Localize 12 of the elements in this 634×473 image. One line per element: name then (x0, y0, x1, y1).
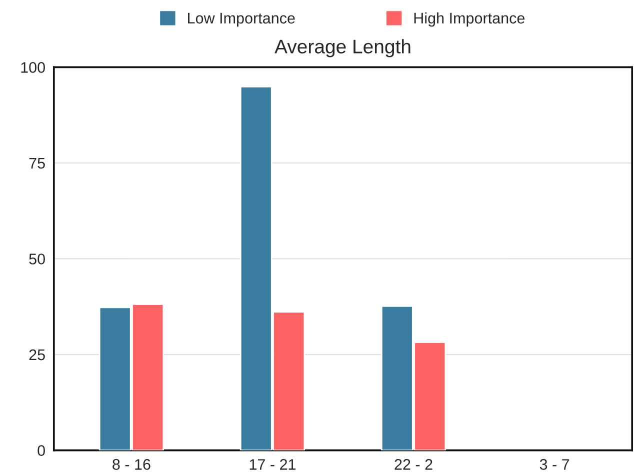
y-tick-label: 25 (29, 349, 45, 360)
y-tick-label: 75 (29, 158, 45, 169)
y-tick-label: 50 (29, 254, 45, 264)
x-tick-label: 22 - 2 (394, 459, 432, 470)
y-tick-label: 100 (21, 62, 45, 73)
x-tick-label: 3 - 7 (540, 459, 570, 470)
legend-label: Low Importance (188, 12, 295, 27)
y-tick-label: 0 (38, 445, 45, 456)
x-tick-label: 8 - 16 (112, 459, 150, 470)
legend-label: High Importance (414, 12, 525, 27)
chart-title: Average Length (274, 39, 410, 58)
x-tick-label: 17 - 21 (250, 459, 296, 470)
